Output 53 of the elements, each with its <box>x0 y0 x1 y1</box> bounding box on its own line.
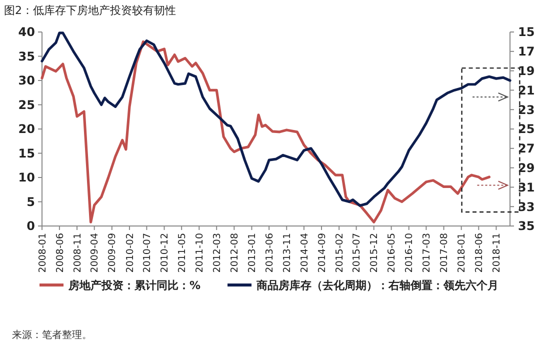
y-tick-label: 10 <box>18 170 35 185</box>
x-tick-label: 2015-12 <box>369 233 380 273</box>
line-series <box>40 32 512 207</box>
y-tick-label: 25 <box>18 98 35 112</box>
x-tick-label: 2013-06 <box>264 233 276 273</box>
y2-tick-label: 29 <box>518 161 535 175</box>
y2-tick-label: 19 <box>518 64 535 78</box>
x-tick-label: 2010-12 <box>160 233 171 273</box>
source-note: 来源：笔者整理。 <box>12 329 92 341</box>
x-tick-label: 2013-11 <box>282 233 293 273</box>
y2-tick-label: 25 <box>518 122 535 136</box>
y2-tick-label: 33 <box>518 200 535 214</box>
x-tick-label: 2010-07 <box>142 233 154 273</box>
y2-tick-label: 17 <box>518 44 535 59</box>
y2-tick-label: 23 <box>518 102 535 117</box>
line-series <box>40 40 491 224</box>
x-tick-label: 2017-03 <box>422 233 433 273</box>
x-tick-label: 2018-11 <box>492 233 503 273</box>
y-tick-label: 0 <box>26 219 35 234</box>
legend-label: 商品房库存（去化周期）：右轴倒置：领先六个月 <box>256 278 498 292</box>
y-tick-label: 40 <box>18 25 35 40</box>
x-tick-label: 2011-10 <box>194 233 206 273</box>
y-tick-label: 30 <box>18 74 35 88</box>
x-tick-label: 2008-06 <box>54 233 66 273</box>
x-tick-label: 2011-05 <box>176 233 188 273</box>
y-tick-label: 15 <box>18 146 35 160</box>
y2-tick-label: 35 <box>518 219 535 234</box>
x-tick-label: 2012-08 <box>229 233 240 273</box>
x-tick-label: 2008-01 <box>37 233 48 273</box>
x-tick-label: 2015-07 <box>352 233 363 273</box>
x-tick-label: 2014-09 <box>316 233 328 273</box>
x-tick-label: 2012-03 <box>212 233 223 273</box>
x-tick-label: 2015-02 <box>334 233 346 273</box>
x-tick-label: 2018-01 <box>456 233 468 273</box>
x-tick-label: 2009-04 <box>90 233 101 273</box>
y2-tick-label: 21 <box>518 83 535 98</box>
x-tick-label: 2018-06 <box>474 233 485 273</box>
y2-tick-label: 27 <box>518 142 535 156</box>
x-tick-label: 2014-04 <box>299 233 310 273</box>
x-tick-label: 2010-02 <box>124 233 136 273</box>
y-tick-label: 5 <box>26 194 35 209</box>
y-tick-label: 35 <box>18 49 35 64</box>
chart-title: 图2：低库存下房地产投资较有韧性 <box>4 4 176 17</box>
y-tick-label: 20 <box>18 122 35 136</box>
y2-tick-label: 15 <box>518 25 535 40</box>
x-tick-label: 2013-01 <box>247 233 258 273</box>
x-tick-label: 2009-09 <box>107 233 118 273</box>
x-tick-label: 2017-08 <box>439 233 450 273</box>
x-tick-label: 2016-05 <box>386 233 398 273</box>
legend-label: 房地产投资：累计同比：% <box>68 278 201 292</box>
x-tick-label: 2016-10 <box>404 233 416 273</box>
x-tick-label: 2008-11 <box>72 233 84 273</box>
y2-tick-label: 31 <box>518 180 535 194</box>
